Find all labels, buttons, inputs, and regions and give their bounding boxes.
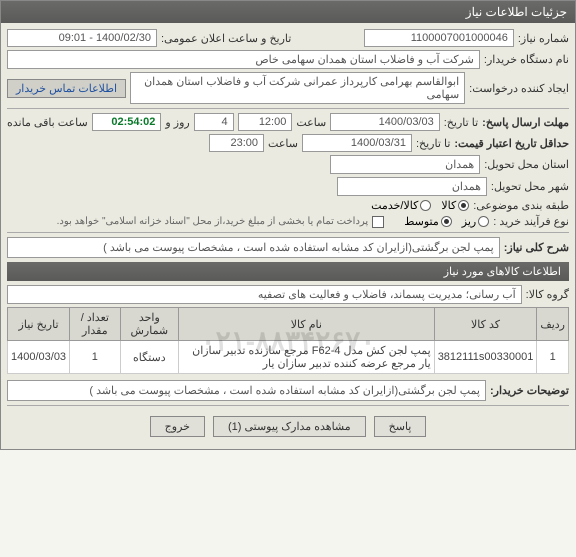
reply-time-label: ساعت — [296, 116, 326, 129]
reply-deadline-label: مهلت ارسال پاسخ: — [482, 116, 569, 129]
reply-date-value: 1400/03/03 — [330, 113, 439, 131]
treasury-checkbox[interactable] — [372, 216, 384, 228]
col-name: نام کالا — [179, 308, 435, 341]
items-table: ردیف کد کالا نام کالا واحد شمارش تعداد /… — [7, 307, 569, 374]
process-type-label: نوع فرآیند خرید : — [493, 215, 569, 228]
divider — [7, 405, 569, 406]
col-qty: تعداد / مقدار — [70, 308, 121, 341]
cell-unit: دستگاه — [120, 341, 178, 374]
reply-days-value: 4 — [194, 113, 234, 131]
budget-option-0-label: کالا — [441, 199, 456, 212]
reply-days-label: روز و — [165, 116, 189, 129]
col-code: کد کالا — [434, 308, 537, 341]
cell-name: پمپ لجن کش مدل F62-4 مرجع سازنده تدبیر س… — [179, 341, 435, 374]
attachments-button[interactable]: مشاهده مدارک پیوستی (1) — [213, 416, 366, 437]
cell-index: 1 — [537, 341, 569, 374]
radio-icon — [458, 200, 469, 211]
window: جزئیات اطلاعات نیاز شماره نیاز: 11000070… — [0, 0, 576, 450]
price-time-value: 23:00 — [209, 134, 264, 152]
radio-icon — [478, 216, 489, 227]
process-type-group: ریز متوسط — [404, 215, 489, 228]
radio-icon — [420, 200, 431, 211]
process-option-1[interactable]: متوسط — [404, 215, 452, 228]
need-title-value: پمپ لجن برگشتی(ازایران کد مشابه استفاده … — [7, 237, 500, 258]
buyer-desc-label: توضیحات خریدار: — [490, 384, 569, 397]
col-index: ردیف — [537, 308, 569, 341]
window-titlebar: جزئیات اطلاعات نیاز — [1, 1, 575, 23]
reply-date-label: تا تاریخ: — [444, 116, 478, 129]
price-date-value: 1400/03/31 — [302, 134, 412, 152]
cell-date: 1400/03/03 — [8, 341, 70, 374]
delivery-province-value: همدان — [330, 155, 480, 174]
content-area: شماره نیاز: 1100007001000046 تاریخ و ساع… — [1, 23, 575, 449]
budget-class-group: کالا کالا/خدمت — [371, 199, 469, 212]
need-title-label: شرح کلی نیاز: — [504, 241, 569, 254]
divider — [7, 108, 569, 109]
reply-time-value: 12:00 — [238, 113, 293, 131]
table-row[interactable]: 1 3812111s00330001 پمپ لجن کش مدل F62-4 … — [8, 341, 569, 374]
cell-code: 3812111s00330001 — [434, 341, 537, 374]
buyer-org-label: نام دستگاه خریدار: — [484, 53, 569, 66]
goods-group-label: گروه کالا: — [526, 288, 569, 301]
price-date-label: تا تاریخ: — [416, 137, 450, 150]
requester-label: ایجاد کننده درخواست: — [469, 82, 569, 95]
process-option-0-label: ریز — [462, 215, 476, 228]
need-number-label: شماره نیاز: — [518, 32, 569, 45]
announce-label: تاریخ و ساعت اعلان عمومی: — [161, 32, 291, 45]
delivery-province-label: استان محل تحویل: — [484, 158, 569, 171]
cell-qty: 1 — [70, 341, 121, 374]
process-option-0[interactable]: ریز — [462, 215, 489, 228]
reply-remain-label: ساعت باقی مانده — [7, 116, 88, 129]
items-section-header: اطلاعات کالاهای مورد نیاز — [7, 262, 569, 281]
table-header-row: ردیف کد کالا نام کالا واحد شمارش تعداد /… — [8, 308, 569, 341]
exit-button[interactable]: خروج — [150, 416, 205, 437]
budget-option-1-label: کالا/خدمت — [371, 199, 418, 212]
treasury-note: پرداخت تمام یا بخشی از مبلغ خرید،از محل … — [57, 216, 369, 227]
col-date: تاریخ نیاز — [8, 308, 70, 341]
contact-buyer-button[interactable]: اطلاعات تماس خریدار — [7, 79, 126, 98]
budget-option-0[interactable]: کالا — [441, 199, 469, 212]
delivery-city-value: همدان — [337, 177, 487, 196]
requester-value: ابوالقاسم بهرامی کارپرداز عمرانی شرکت آب… — [130, 72, 465, 104]
price-time-label: ساعت — [268, 137, 298, 150]
table-container: ردیف کد کالا نام کالا واحد شمارش تعداد /… — [7, 307, 569, 374]
divider — [7, 232, 569, 233]
budget-option-1[interactable]: کالا/خدمت — [371, 199, 431, 212]
price-validity-label: حداقل تاریخ اعتبار قیمت: — [454, 137, 569, 150]
goods-group-value: آب رسانی؛ مدیریت پسماند، فاضلاب و فعالیت… — [7, 285, 522, 304]
buyer-org-value: شرکت آب و فاضلاب استان همدان سهامی خاص — [7, 50, 480, 69]
delivery-city-label: شهر محل تحویل: — [491, 180, 569, 193]
buyer-desc-value: پمپ لجن برگشتی(ازایران کد مشابه استفاده … — [7, 380, 486, 401]
reply-button[interactable]: پاسخ — [374, 416, 427, 437]
reply-countdown-value: 02:54:02 — [92, 113, 162, 131]
radio-icon — [441, 216, 452, 227]
budget-class-label: طبقه بندی موضوعی: — [473, 199, 569, 212]
process-option-1-label: متوسط — [404, 215, 439, 228]
footer: پاسخ مشاهده مدارک پیوستی (1) خروج — [7, 410, 569, 443]
col-unit: واحد شمارش — [120, 308, 178, 341]
announce-value: 1400/02/30 - 09:01 — [7, 29, 157, 47]
need-number-value: 1100007001000046 — [364, 29, 514, 47]
